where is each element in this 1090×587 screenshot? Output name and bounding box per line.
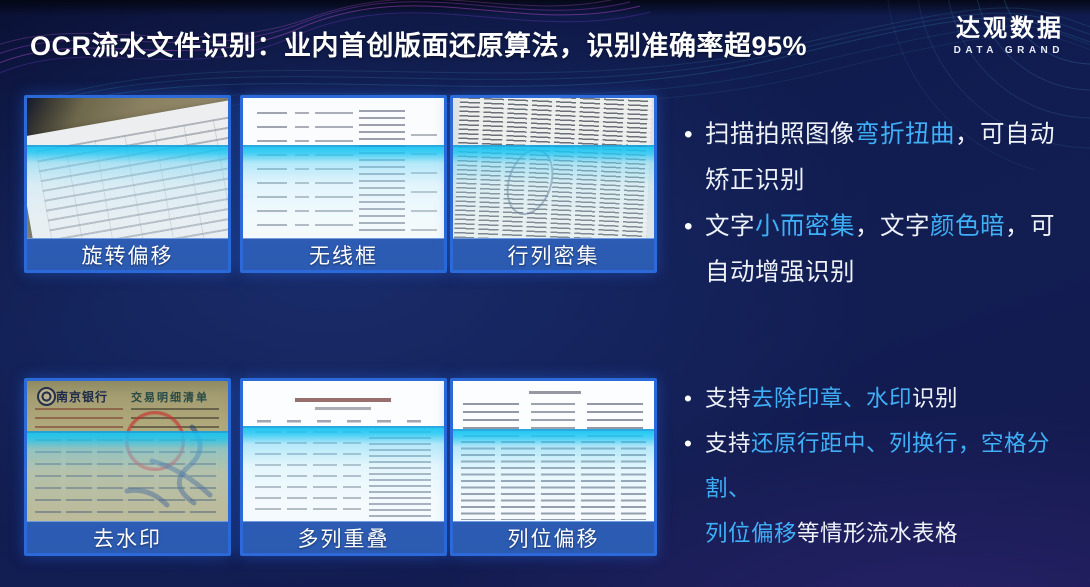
bullet-text: 文字 bbox=[705, 213, 755, 240]
bullet-text: 扫描拍照图像 bbox=[705, 121, 855, 148]
bullet-text: 识别 bbox=[912, 386, 959, 411]
thumbnail-label: 多列重叠 bbox=[243, 521, 444, 553]
thumbnail-dense-table: 行列密集 bbox=[450, 95, 657, 273]
thumbnail-label: 列位偏移 bbox=[453, 521, 654, 553]
feature-bullet-item: • 支持去除印章、水印识别 bbox=[684, 376, 1088, 421]
highlight-text: 还原行距中、列换行，空格分割、 bbox=[705, 431, 1051, 501]
bullet-text: ，可 bbox=[1005, 213, 1055, 240]
bullet-line: 矫正识别 bbox=[705, 158, 1076, 204]
doc-title-line bbox=[295, 398, 391, 402]
bullet-dot-icon: • bbox=[684, 213, 693, 240]
logo-en-text: DATA GRAND bbox=[953, 45, 1064, 56]
doc-title: 交易明细清单 bbox=[131, 392, 209, 404]
document-field-lines bbox=[257, 415, 430, 427]
bullet-text: 等情形流水表格 bbox=[797, 521, 959, 546]
bank-emblem-icon bbox=[37, 387, 56, 406]
feature-list-bottom: • 支持去除印章、水印识别 • 支持还原行距中、列换行，空格分割、 列位偏移等情形流水表… bbox=[684, 376, 1088, 556]
bullet-dot-icon: • bbox=[684, 431, 692, 456]
bullet-text: ，文字 bbox=[855, 213, 930, 240]
feature-bullet-item: • 文字小而密集，文字颜色暗，可自动增强识别 bbox=[684, 204, 1076, 296]
thumbnail-label: 行列密集 bbox=[453, 238, 654, 270]
datagrand-logo: 达观数据 DATA GRAND bbox=[953, 15, 1064, 57]
bullet-dot-icon: • bbox=[684, 121, 693, 148]
highlight-text: 去除印章、水印 bbox=[751, 386, 913, 411]
bullet-dot-icon: • bbox=[684, 386, 692, 411]
highlight-text: 小而密集 bbox=[755, 213, 855, 240]
feature-list-top: • 扫描拍照图像弯折扭曲，可自动矫正识别 • 文字小而密集，文字颜色暗，可自动增强识别 bbox=[684, 112, 1076, 296]
bullet-line: 列位偏移等情形流水表格 bbox=[705, 511, 1088, 556]
highlight-text: 弯折扭曲 bbox=[855, 121, 955, 148]
thumbnail-label: 去水印 bbox=[27, 521, 228, 553]
bullet-line: 文字小而密集，文字颜色暗，可 bbox=[705, 204, 1076, 250]
bullet-line: 支持还原行距中、列换行，空格分割、 bbox=[705, 421, 1088, 511]
bullet-text: 支持 bbox=[705, 431, 752, 456]
bullet-text: 支持 bbox=[705, 386, 752, 411]
feature-bullet-item: • 支持还原行距中、列换行，空格分割、 列位偏移等情形流水表格 bbox=[684, 421, 1088, 556]
thumbnail-label: 旋转偏移 bbox=[27, 238, 228, 270]
highlight-text: 列位偏移 bbox=[705, 521, 798, 546]
thumbnail-rotation-offset: 旋转偏移 bbox=[24, 95, 231, 273]
thumbnail-watermark-removal: 南京银行 交易明细清单 去水印 bbox=[24, 378, 231, 556]
doc-subtitle-line bbox=[315, 407, 371, 410]
thumbnail-label: 无线框 bbox=[243, 238, 444, 270]
bullet-line: 支持去除印章、水印识别 bbox=[705, 376, 1088, 421]
document-field-lines bbox=[35, 408, 123, 434]
bullet-line: 自动增强识别 bbox=[705, 250, 1076, 296]
thumbnail-overlapping-columns: 多列重叠 bbox=[240, 378, 447, 556]
bank-name: 南京银行 bbox=[56, 390, 109, 404]
highlight-text: 颜色暗 bbox=[930, 213, 1005, 240]
bullet-text: ，可自动 bbox=[955, 121, 1055, 148]
bullet-text: 矫正识别 bbox=[705, 167, 805, 194]
doc-title-line bbox=[529, 391, 581, 394]
logo-cn-text: 达观数据 bbox=[956, 15, 1064, 42]
bullet-line: 扫描拍照图像弯折扭曲，可自动 bbox=[705, 112, 1076, 158]
thumbnail-column-offset: 列位偏移 bbox=[450, 378, 657, 556]
page-title: OCR流水文件识别：业内首创版面还原算法，识别准确率超95% bbox=[30, 31, 808, 61]
bullet-text: 自动增强识别 bbox=[705, 259, 855, 286]
thumbnail-no-grid-lines: 无线框 bbox=[240, 95, 447, 273]
feature-bullet-item: • 扫描拍照图像弯折扭曲，可自动矫正识别 bbox=[684, 112, 1076, 204]
